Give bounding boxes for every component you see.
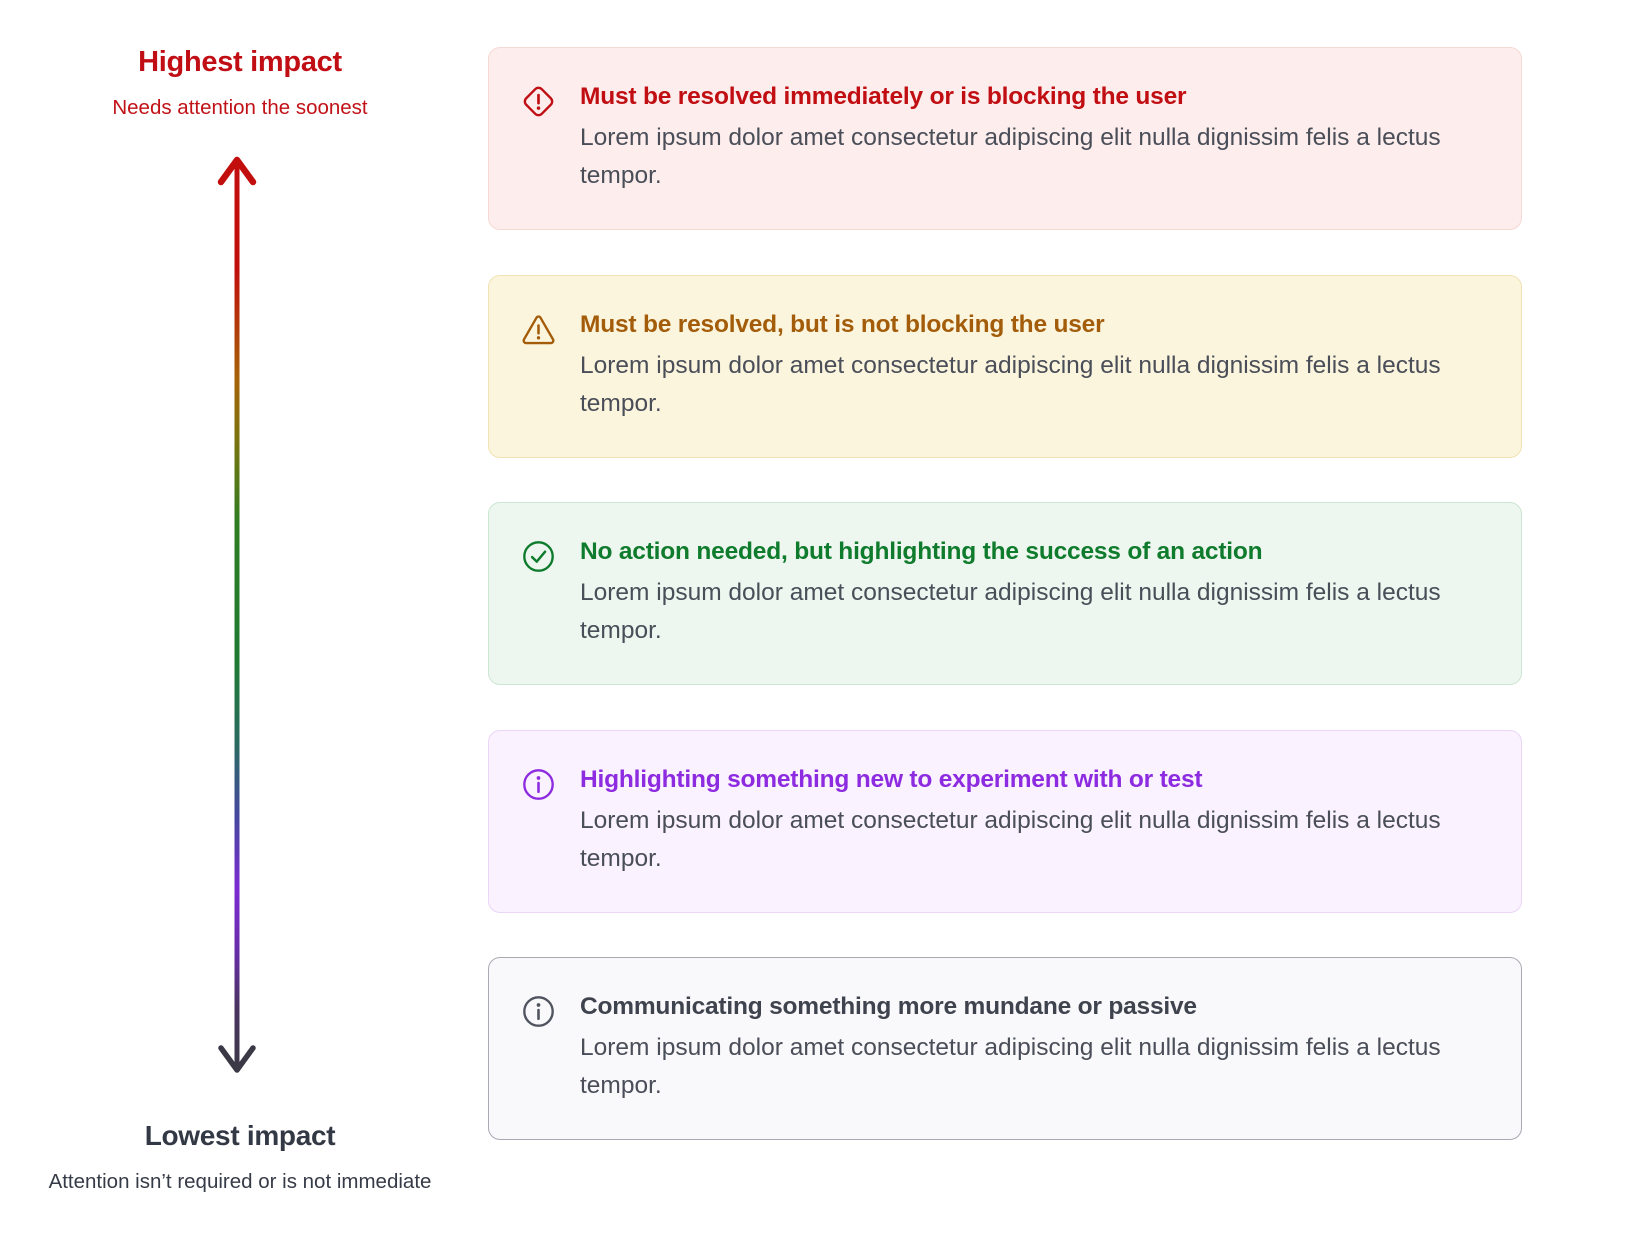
impact-scale: Highest impact Needs attention the soone… — [0, 0, 480, 1248]
alert-card-warning: Must be resolved, but is not blocking th… — [488, 275, 1522, 458]
alert-card-title: Must be resolved, but is not blocking th… — [580, 311, 1105, 338]
alert-card-text: Highlighting something new to experiment… — [580, 761, 1481, 878]
alert-card-body: Lorem ipsum dolor amet consectetur adipi… — [580, 1034, 1441, 1099]
lowest-impact-subtitle: Attention isn’t required or is not immed… — [48, 1170, 432, 1193]
alert-card-text: Must be resolved, but is not blocking th… — [580, 306, 1481, 423]
alert-card-title: Communicating something more mundane or … — [580, 993, 1197, 1020]
alert-card-title: Must be resolved immediately or is block… — [580, 83, 1187, 110]
alert-triangle-icon — [520, 311, 557, 348]
info-circle-icon — [520, 766, 557, 803]
alert-card-critical: Must be resolved immediately or is block… — [488, 47, 1522, 230]
alert-card-body: Lorem ipsum dolor amet consectetur adipi… — [580, 124, 1441, 189]
alert-card-text: No action needed, but highlighting the s… — [580, 533, 1481, 650]
lowest-impact-label-group: Lowest impact Attention isn’t required o… — [0, 1120, 480, 1194]
double-arrow-icon — [217, 156, 257, 1073]
alert-card-title: No action needed, but highlighting the s… — [580, 538, 1263, 565]
alert-card-body: Lorem ipsum dolor amet consectetur adipi… — [580, 352, 1441, 417]
impact-gradient-arrow — [213, 142, 261, 1090]
alert-card-neutral: Communicating something more mundane or … — [488, 957, 1522, 1140]
alert-card-title: Highlighting something new to experiment… — [580, 766, 1203, 793]
highest-impact-label-group: Highest impact Needs attention the soone… — [0, 46, 480, 120]
alert-card-text: Must be resolved immediately or is block… — [580, 78, 1481, 195]
alert-diamond-icon — [520, 83, 557, 120]
arrowhead-down — [218, 1045, 256, 1073]
highest-impact-title: Highest impact — [138, 46, 342, 78]
info-circle-icon — [520, 993, 557, 1030]
highest-impact-subtitle: Needs attention the soonest — [112, 96, 368, 119]
alert-card-experiment: Highlighting something new to experiment… — [488, 730, 1522, 913]
alert-card-body: Lorem ipsum dolor amet consectetur adipi… — [580, 807, 1441, 872]
alert-card-body: Lorem ipsum dolor amet consectetur adipi… — [580, 579, 1441, 644]
check-circle-icon — [520, 538, 557, 575]
lowest-impact-title: Lowest impact — [144, 1120, 336, 1151]
alert-card-success: No action needed, but highlighting the s… — [488, 502, 1522, 685]
alert-card-text: Communicating something more mundane or … — [580, 988, 1481, 1105]
arrowhead-up — [217, 156, 257, 186]
